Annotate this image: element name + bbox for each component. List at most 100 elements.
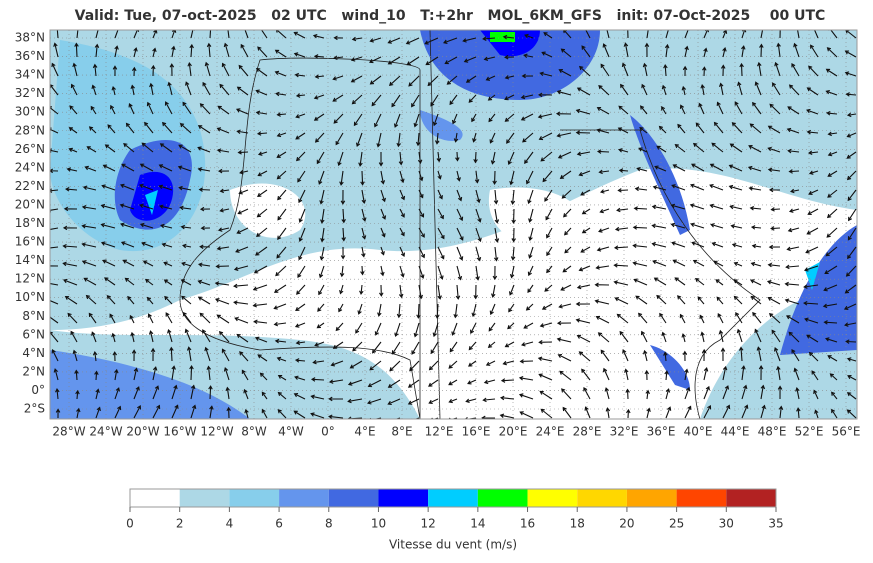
colorbar-segment	[378, 489, 429, 507]
wind-arrow	[681, 333, 686, 343]
wind-arrow	[353, 113, 363, 127]
wind-arrow	[92, 63, 98, 77]
wind-arrow	[50, 314, 59, 324]
wind-arrow	[369, 37, 382, 43]
wind-arrow	[824, 265, 838, 275]
wind-arrow	[74, 42, 79, 58]
wind-arrow	[690, 222, 705, 229]
wind-arrow	[418, 246, 425, 259]
wind-arrow	[377, 303, 382, 317]
wind-arrow	[504, 113, 515, 122]
wind-arrow	[502, 360, 515, 366]
wind-arrow	[622, 349, 629, 362]
wind-arrow	[341, 227, 346, 242]
wind-arrow	[339, 265, 345, 278]
wind-arrow	[605, 407, 611, 419]
wind-arrow	[703, 385, 710, 400]
wind-arrow	[293, 31, 306, 39]
wind-arrow	[133, 47, 138, 58]
wind-arrow	[741, 45, 746, 58]
wind-arrow	[847, 189, 857, 202]
wind-arrow	[583, 386, 591, 400]
wind-arrow	[142, 260, 154, 267]
wind-arrow	[475, 189, 481, 204]
wind-arrow	[406, 56, 420, 66]
wind-arrow	[661, 331, 667, 343]
lon-label: 24°W	[89, 425, 122, 439]
wind-arrow	[770, 207, 781, 212]
wind-arrow	[252, 284, 268, 291]
colorbar-tick-label: 16	[520, 517, 535, 531]
wind-arrow	[709, 183, 724, 191]
lon-label: 56°E	[832, 425, 861, 439]
wind-arrow	[293, 393, 306, 400]
wind-arrow	[199, 244, 211, 250]
wind-arrow	[642, 349, 648, 362]
lon-label: 12°W	[200, 425, 233, 439]
wind-arrow	[583, 30, 591, 39]
wind-arrow	[596, 128, 610, 134]
wind-arrow	[525, 170, 534, 185]
wind-arrow	[236, 86, 249, 96]
wind-arrow	[297, 265, 306, 278]
wind-arrow	[540, 151, 553, 162]
wind-arrow	[614, 297, 629, 305]
wind-arrow	[752, 101, 762, 115]
wind-arrow	[399, 170, 405, 184]
wind-arrow	[167, 81, 173, 96]
wind-arrow	[239, 170, 249, 175]
wind-arrow	[722, 385, 730, 400]
wind-arrows	[50, 30, 857, 419]
wind-arrow	[424, 37, 439, 45]
wind-arrow	[509, 265, 515, 279]
lat-label: 18°N	[15, 216, 45, 230]
wind-arrow	[257, 170, 268, 177]
wind-arrow	[522, 132, 534, 143]
lon-label: 20°W	[126, 425, 159, 439]
wind-arrow	[525, 303, 534, 311]
wind-arrow	[651, 204, 667, 210]
wind-arrow	[182, 311, 192, 324]
wind-arrow	[717, 312, 724, 324]
wind-arrow	[277, 208, 287, 221]
wind-arrow	[638, 147, 648, 153]
wind-arrow	[831, 408, 838, 419]
wind-arrow	[679, 104, 686, 115]
wind-arrow	[560, 48, 572, 58]
wind-arrow	[219, 208, 230, 213]
wind-arrow	[293, 410, 306, 419]
wind-arrow	[597, 332, 610, 343]
wind-arrow	[197, 296, 211, 305]
wind-arrow	[294, 322, 306, 328]
wind-arrow	[564, 246, 572, 254]
wind-arrow	[624, 368, 629, 381]
lat-label: 0°	[31, 383, 45, 397]
lat-label: 28°N	[15, 123, 45, 137]
wind-arrow	[703, 367, 709, 381]
wind-arrow	[355, 132, 363, 148]
wind-arrow	[546, 227, 553, 239]
lat-label: 32°N	[15, 86, 45, 100]
wind-arrow	[160, 223, 173, 229]
wind-arrow	[806, 227, 819, 235]
wind-arrow	[598, 169, 610, 175]
wind-arrow	[332, 94, 344, 102]
wind-arrow	[482, 397, 496, 403]
wind-arrow	[691, 241, 705, 248]
wind-arrow	[254, 336, 268, 343]
wind-arrow	[523, 53, 534, 59]
wind-arrow	[190, 384, 196, 400]
wind-arrow	[539, 322, 553, 328]
wind-arrow	[695, 122, 705, 134]
wind-arrow	[825, 246, 838, 257]
wind-arrow	[490, 151, 496, 165]
wind-arrow	[793, 42, 800, 58]
wind-arrow	[70, 83, 78, 96]
wind-arrow	[677, 123, 686, 134]
wind-arrow	[475, 246, 482, 262]
wind-arrow	[398, 284, 404, 299]
lon-label: 52°E	[795, 425, 824, 439]
wind-arrow	[198, 187, 211, 192]
wind-arrow	[256, 227, 268, 237]
wind-arrow	[106, 294, 116, 305]
